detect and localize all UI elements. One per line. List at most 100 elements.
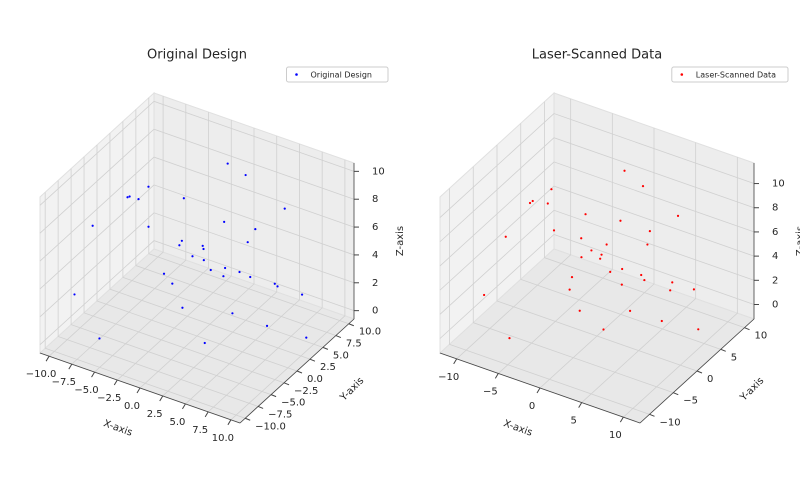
y-tick-label: 7.5 xyxy=(346,339,362,350)
point xyxy=(128,195,131,198)
y-tick-label: −5 xyxy=(683,396,698,407)
point xyxy=(697,328,700,331)
point xyxy=(578,309,581,312)
legend-marker xyxy=(680,73,684,76)
grid-line xyxy=(39,240,355,345)
grid-line xyxy=(94,112,209,373)
z-tick-label: 10 xyxy=(372,166,385,177)
point xyxy=(273,282,276,285)
point xyxy=(546,202,549,205)
grid-line xyxy=(39,100,355,206)
tick-mark xyxy=(649,413,655,417)
point xyxy=(283,207,286,210)
point xyxy=(641,184,645,188)
tick-mark xyxy=(68,363,73,370)
tick-mark xyxy=(536,387,541,394)
chart-title: Original Design xyxy=(147,48,247,63)
grid-line xyxy=(44,192,246,419)
point xyxy=(508,337,511,340)
grid-line xyxy=(96,145,298,372)
tick-mark xyxy=(494,373,499,379)
tick-mark xyxy=(309,358,316,362)
point xyxy=(531,199,534,203)
tick-mark xyxy=(720,348,726,352)
y-tick-label: 5 xyxy=(731,352,737,363)
tick-mark xyxy=(257,405,264,409)
grid-line xyxy=(83,156,285,384)
x-tick-label: −10.0 xyxy=(26,369,57,380)
point xyxy=(226,162,229,165)
z-tick-label: 6 xyxy=(772,227,778,238)
point xyxy=(91,224,94,227)
y-tick-label: −5.0 xyxy=(281,398,305,409)
point xyxy=(648,230,651,233)
grid-line xyxy=(122,121,324,348)
point xyxy=(178,244,181,247)
point xyxy=(584,213,587,216)
x-tick-label: 0 xyxy=(529,401,535,412)
point xyxy=(646,243,649,246)
x-tick-label: 0.0 xyxy=(124,401,140,412)
z-tick-label: 2 xyxy=(772,275,778,286)
tick-mark xyxy=(619,416,624,423)
tick-mark xyxy=(270,394,277,398)
point xyxy=(171,282,174,285)
point xyxy=(550,188,553,191)
grid-line xyxy=(109,133,311,360)
point xyxy=(202,247,205,251)
legend-marker xyxy=(295,73,298,76)
z-tick-label: 10 xyxy=(772,179,785,190)
tick-mark xyxy=(244,417,251,421)
z-tick-label: 0 xyxy=(372,306,378,317)
grid-line xyxy=(139,128,255,389)
point xyxy=(623,169,626,172)
y-tick-label: 0.0 xyxy=(307,374,323,385)
point xyxy=(98,337,101,340)
z-tick-label: 8 xyxy=(772,203,778,214)
point xyxy=(249,275,252,279)
y-tick-label: 10 xyxy=(755,331,768,342)
grid-line xyxy=(57,180,259,407)
grid-line xyxy=(520,123,721,350)
point xyxy=(605,243,608,246)
tick-mark xyxy=(159,395,164,402)
x-tick-label: 5.0 xyxy=(170,417,186,428)
z-tick-label: 2 xyxy=(372,278,378,289)
grid-line xyxy=(496,145,698,372)
x-tick-label: −5 xyxy=(483,386,498,397)
tick-mark xyxy=(45,355,50,362)
y-axis-label: Y-axis xyxy=(338,375,367,404)
point xyxy=(238,270,241,274)
z-axis-label: Z-axis xyxy=(395,226,406,256)
grid-line xyxy=(439,209,755,315)
point xyxy=(231,312,234,315)
point xyxy=(209,268,212,272)
legend-box xyxy=(286,66,389,83)
grid-line xyxy=(39,156,355,262)
tick-mark xyxy=(136,387,141,394)
point xyxy=(660,319,663,323)
point xyxy=(147,225,150,228)
point xyxy=(619,219,622,222)
grid-line xyxy=(48,96,164,357)
point xyxy=(300,293,304,296)
x-tick-label: 10 xyxy=(609,430,622,441)
point xyxy=(223,266,227,270)
point xyxy=(671,281,674,284)
point xyxy=(640,273,643,277)
axis-line xyxy=(239,318,355,424)
point xyxy=(602,328,605,331)
point xyxy=(182,197,185,200)
grid-line xyxy=(39,184,355,290)
x-tick-label: −2.5 xyxy=(97,393,121,404)
x-tick-label: −7.5 xyxy=(52,377,76,388)
axis-line xyxy=(439,352,641,424)
chart-title: Laser-Scanned Data xyxy=(532,48,662,63)
z-tick-label: 8 xyxy=(372,194,378,205)
grid-line xyxy=(439,137,755,243)
tick-mark xyxy=(744,327,750,331)
tick-mark xyxy=(182,403,186,410)
tick-mark xyxy=(204,411,209,418)
axes-3d: −10−50510−10−505100246810X-axisY-axisZ-a… xyxy=(438,48,800,442)
